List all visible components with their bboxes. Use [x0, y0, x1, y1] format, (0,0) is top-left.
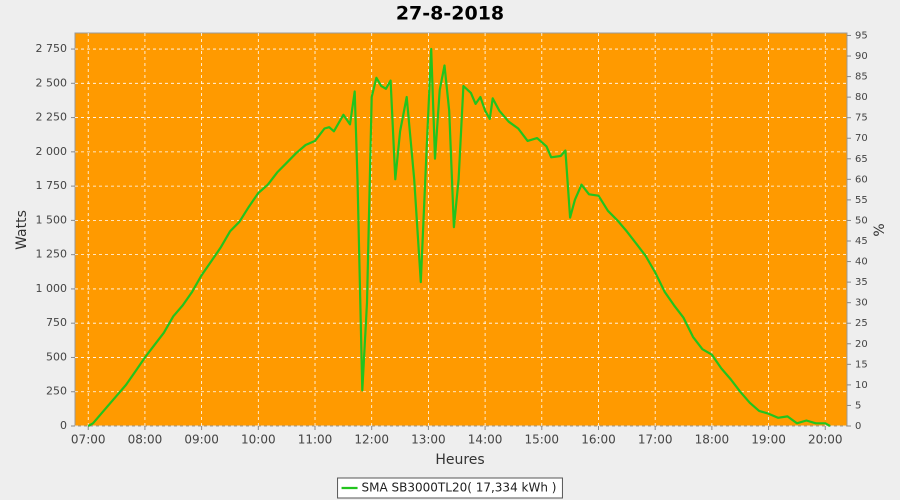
y-tick-label: 2 250 [36, 111, 68, 124]
x-axis-label: Heures [435, 452, 484, 468]
x-tick-label: 19:00 [751, 433, 786, 447]
chart-title: 27-8-2018 [396, 3, 504, 25]
x-tick-label: 18:00 [695, 433, 730, 447]
x-tick-label: 17:00 [638, 433, 673, 447]
y2-tick-label: 45 [855, 236, 868, 247]
x-tick-label: 12:00 [354, 433, 389, 447]
legend-box [337, 477, 563, 499]
y-tick-label: 500 [46, 350, 67, 363]
x-tick-label: 07:00 [71, 433, 106, 447]
x-tick-label: 09:00 [184, 433, 219, 447]
y2-tick-label: 10 [855, 380, 868, 391]
y-tick-label: 2 500 [36, 76, 68, 89]
y-tick-label: 250 [46, 385, 67, 398]
y2-tick-label: 5 [855, 400, 861, 411]
y2-tick-label: 20 [855, 339, 868, 350]
y-tick-label: 1 750 [36, 179, 68, 192]
x-tick-label: 15:00 [524, 433, 559, 447]
y2-tick-label: 25 [855, 318, 868, 329]
y2-tick-label: 85 [855, 72, 868, 83]
y2-tick-label: 70 [855, 133, 868, 144]
data-line [87, 47, 831, 427]
y-tick-label: 2 000 [36, 145, 68, 158]
y2-tick-label: 0 [855, 421, 861, 432]
legend: SMA SB3000TL20( 17,334 kWh ) [337, 477, 563, 499]
y-tick-label: 750 [46, 316, 67, 329]
y2-tick-label: 80 [855, 92, 868, 103]
x-tick-label: 16:00 [581, 433, 616, 447]
y-tick-label: 1 500 [36, 213, 68, 226]
y2-tick-label: 55 [855, 195, 868, 206]
legend-label: SMA SB3000TL20( 17,334 kWh ) [362, 481, 557, 495]
y2-axis-label: % [872, 223, 888, 236]
x-tick-label: 11:00 [298, 433, 333, 447]
y2-tick-label: 35 [855, 277, 868, 288]
x-tick-label: 08:00 [128, 433, 163, 447]
x-tick-label: 14:00 [468, 433, 503, 447]
y-axis-label: Watts [14, 210, 30, 250]
y-tick-label: 0 [60, 419, 67, 432]
y2-tick-label: 95 [855, 30, 868, 41]
y-tick-label: 1 250 [36, 248, 68, 261]
y2-tick-label: 90 [855, 51, 868, 62]
x-tick-label: 13:00 [411, 433, 446, 447]
y2-tick-label: 65 [855, 154, 868, 165]
y-tick-label: 2 750 [36, 42, 68, 55]
y-tick-label: 1 000 [36, 282, 68, 295]
plot-area [74, 32, 848, 427]
y2-tick-label: 75 [855, 113, 868, 124]
y2-tick-label: 50 [855, 215, 868, 226]
y2-tick-label: 30 [855, 298, 868, 309]
x-tick-label: 20:00 [808, 433, 843, 447]
y2-tick-label: 15 [855, 359, 868, 370]
y2-tick-label: 60 [855, 174, 868, 185]
y2-tick-label: 40 [855, 257, 868, 268]
x-tick-label: 10:00 [241, 433, 276, 447]
